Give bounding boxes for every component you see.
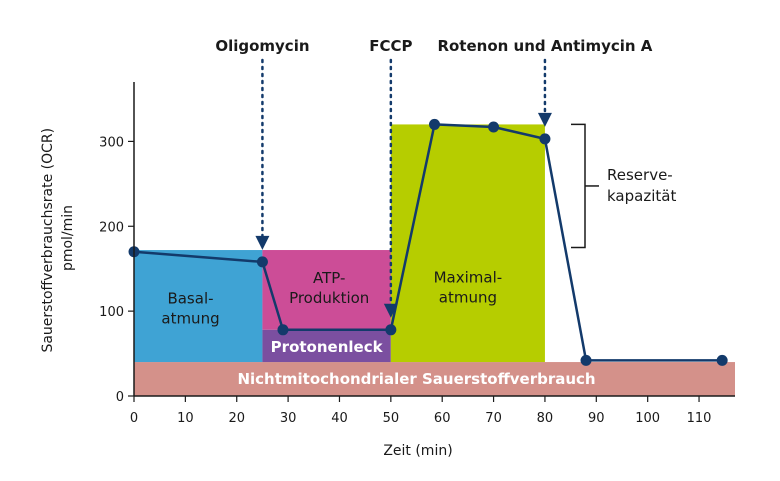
ocr-data-point	[277, 324, 289, 336]
region-label-max: Maximal-atmung	[434, 268, 503, 306]
ocr-data-point	[385, 324, 397, 336]
region-label-max-line: Maximal-	[434, 268, 503, 286]
y-tick-label: 300	[99, 135, 124, 150]
x-tick-label: 110	[687, 411, 712, 426]
region-label-leak: Protonenleck	[271, 338, 384, 356]
region-label-leak-line: Protonenleck	[271, 338, 384, 356]
reserve-label-line: Reserve-	[607, 166, 673, 184]
injection-label: Rotenon und Antimycin A	[437, 37, 652, 55]
x-tick-label: 90	[588, 411, 605, 426]
x-tick-label: 60	[434, 411, 451, 426]
ocr-data-point	[716, 354, 728, 366]
ocr-data-point	[429, 118, 440, 130]
region-label-max-line: atmung	[439, 288, 497, 306]
reserve-bracket-line	[571, 123, 586, 249]
region-label-atp-line: Produktion	[289, 289, 369, 307]
x-tick-label: 20	[228, 411, 245, 426]
injections-layer: Oligomycin FCCP Rotenon und Antimycin A	[215, 37, 653, 318]
series-layer	[128, 118, 728, 366]
injection-arrowhead	[537, 112, 552, 127]
x-tick-label: 30	[280, 411, 297, 426]
region-label-basal-line: Basal-	[167, 290, 213, 308]
y-axis-label: Sauerstoffverbrauchsrate (OCR) pmol/min	[40, 123, 76, 352]
region-label-atp-line: ATP-	[313, 269, 345, 287]
y-axis-label-line2: pmol/min	[60, 205, 76, 271]
region-nonmito	[134, 362, 735, 396]
region-label-basal-line: atmung	[161, 310, 219, 328]
y-tick-label: 200	[99, 220, 124, 235]
y-tick-label: 100	[99, 305, 124, 320]
y-axis-label-line1: Sauerstoffverbrauchsrate (OCR)	[40, 128, 56, 353]
ocr-data-point	[488, 121, 500, 133]
region-atp	[262, 250, 391, 330]
x-tick-label: 80	[537, 411, 554, 426]
x-axis-label: Zeit (min)	[383, 443, 452, 459]
injection-label: FCCP	[369, 37, 412, 55]
reserve-bracket: Reserve-kapazität	[571, 123, 676, 249]
region-label-atp: ATP- Produktion	[289, 269, 369, 307]
x-tick-label: 70	[485, 411, 502, 426]
injection-arrowhead	[383, 303, 398, 318]
axes-layer: 0 10 20 30 40 50 60 70 80 90 100 110 0 100 200 300	[99, 82, 735, 426]
region-label-basal: Basal-atmung	[161, 290, 219, 328]
region-label-nonmito-line: Nichtmitochondrialer Sauerstoffverbrauch	[237, 370, 595, 388]
x-tick-label: 100	[635, 411, 660, 426]
region-label-nonmito: Nichtmitochondrialer Sauerstoffverbrauch	[237, 370, 595, 388]
y-tick-label: 0	[116, 390, 124, 405]
x-tick-label: 10	[177, 411, 194, 426]
reserve-label: Reserve-kapazität	[607, 166, 676, 205]
ocr-data-point	[539, 133, 551, 145]
ocr-data-point	[256, 256, 268, 268]
regions-layer: Nichtmitochondrialer Sauerstoffverbrauch…	[134, 124, 735, 396]
x-tick-label: 40	[331, 411, 348, 426]
injection-arrowhead	[255, 235, 270, 250]
x-tick-label: 50	[383, 411, 400, 426]
ocr-data-point	[580, 354, 592, 366]
x-tick-label: 0	[130, 411, 138, 426]
region-max	[390, 124, 545, 363]
region-basal	[134, 250, 263, 363]
reserve-label-line: kapazität	[607, 187, 676, 205]
injection-label: Oligomycin	[215, 37, 309, 55]
